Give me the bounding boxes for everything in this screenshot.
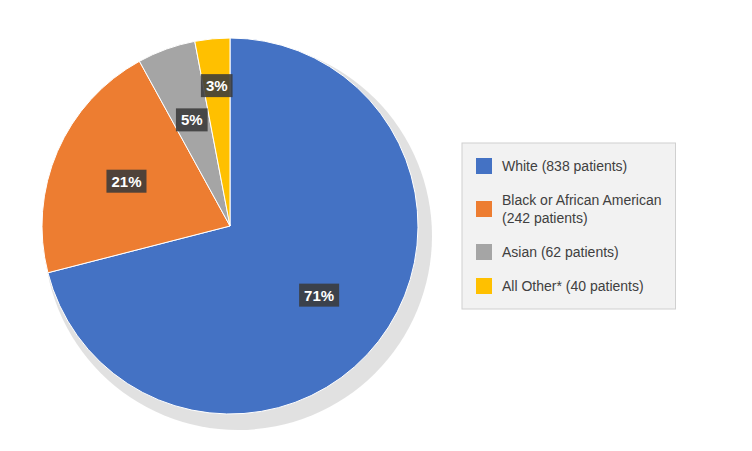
data-label: 3% [206,77,228,94]
data-label-box [106,170,146,193]
data-label: 5% [181,111,203,128]
data-label-group: 3% [201,74,233,97]
legend-label: Asian (62 patients) [502,244,619,260]
legend-swatch [476,278,492,294]
legend-label: Black or African American(242 patients) [502,192,662,226]
data-label-box [299,284,339,307]
legend: White (838 patients) Black or African Ame… [462,143,676,309]
pie-slice [195,38,230,226]
legend-swatch [476,244,492,260]
legend-swatch [476,158,492,174]
data-label-group: 21% [106,170,146,193]
legend-box [462,143,676,309]
chart-container: 71% 21% 5%3% White (838 patients) Black or A… [0,0,752,451]
data-label: 71% [304,287,334,304]
legend-swatch [476,201,492,217]
data-label-box [176,108,208,131]
data-label-group: 71% [299,284,339,307]
chart: 71% 21% 5%3% White (838 patients) Black or A… [0,0,752,451]
data-label-box [201,74,233,97]
slices [42,38,418,414]
legend-label: All Other* (40 patients) [502,278,644,294]
data-label: 21% [111,173,141,190]
data-labels: 71% 21% 5%3% [106,74,339,307]
legend-label: White (838 patients) [502,158,627,174]
data-label-group: 5% [176,108,208,131]
